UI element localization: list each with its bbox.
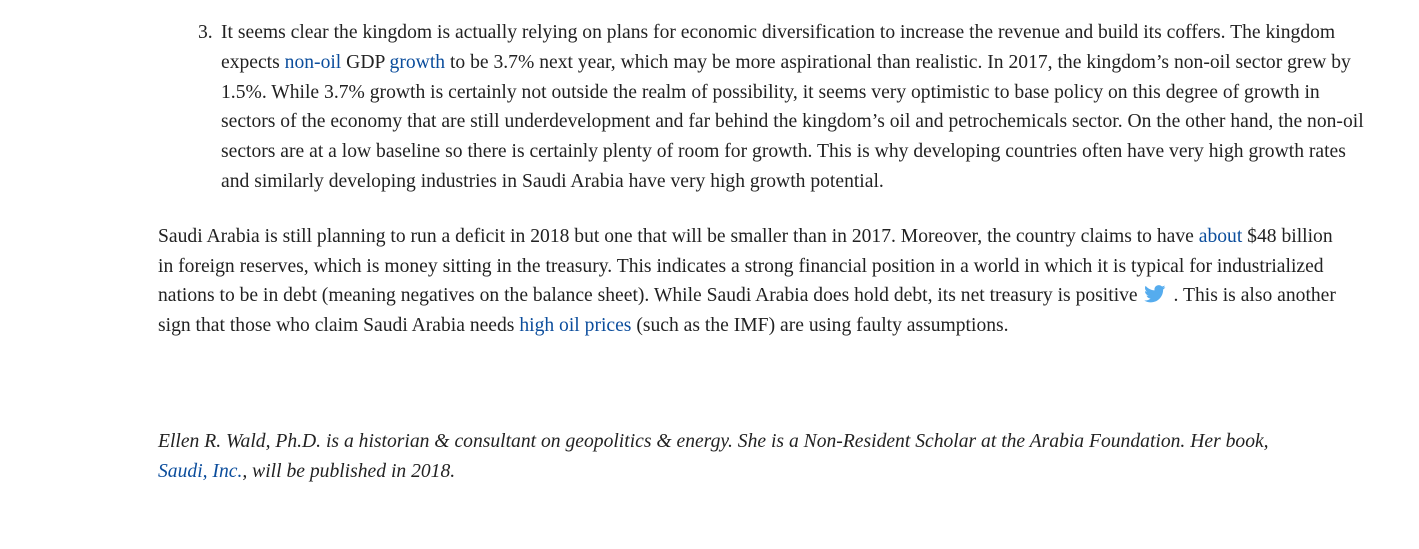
list-item-number: 3.	[198, 22, 213, 43]
growth-link[interactable]: growth	[389, 51, 446, 73]
twitter-bird-icon[interactable]	[1143, 285, 1166, 303]
paragraph-text: . This is also another sign that those w…	[158, 285, 1336, 337]
paragraph-text: Saudi Arabia is still planning to run a …	[158, 225, 1199, 247]
paragraph: Saudi Arabia is still planning to run a …	[158, 222, 1348, 341]
list-item-text: to be 3.7% next year, which may be more …	[221, 51, 1364, 192]
numbered-list: 3. It seems clear the kingdom is actually…	[158, 18, 1368, 197]
about-link[interactable]: about	[1198, 225, 1243, 247]
non-oil-link[interactable]: non-oil	[284, 51, 342, 73]
paragraph-text: $48 billion in foreign reserves, which i…	[158, 225, 1333, 307]
bio-text: Ellen R. Wald, Ph.D. is a historian & co…	[158, 430, 1269, 452]
paragraph-text: (such as the IMF) are using faulty assum…	[631, 315, 1009, 337]
list-item: 3. It seems clear the kingdom is actually…	[198, 18, 1368, 197]
article-body: 3. It seems clear the kingdom is actually…	[158, 18, 1368, 487]
high-oil-prices-link[interactable]: high oil prices	[519, 315, 632, 337]
author-bio: Ellen R. Wald, Ph.D. is a historian & co…	[158, 427, 1278, 487]
list-item-text: It seems clear the kingdom is actually r…	[221, 22, 1336, 73]
bio-text: , will be published in 2018.	[242, 460, 456, 482]
book-link[interactable]: Saudi, Inc.	[158, 460, 243, 482]
list-item-text: GDP	[341, 51, 390, 73]
